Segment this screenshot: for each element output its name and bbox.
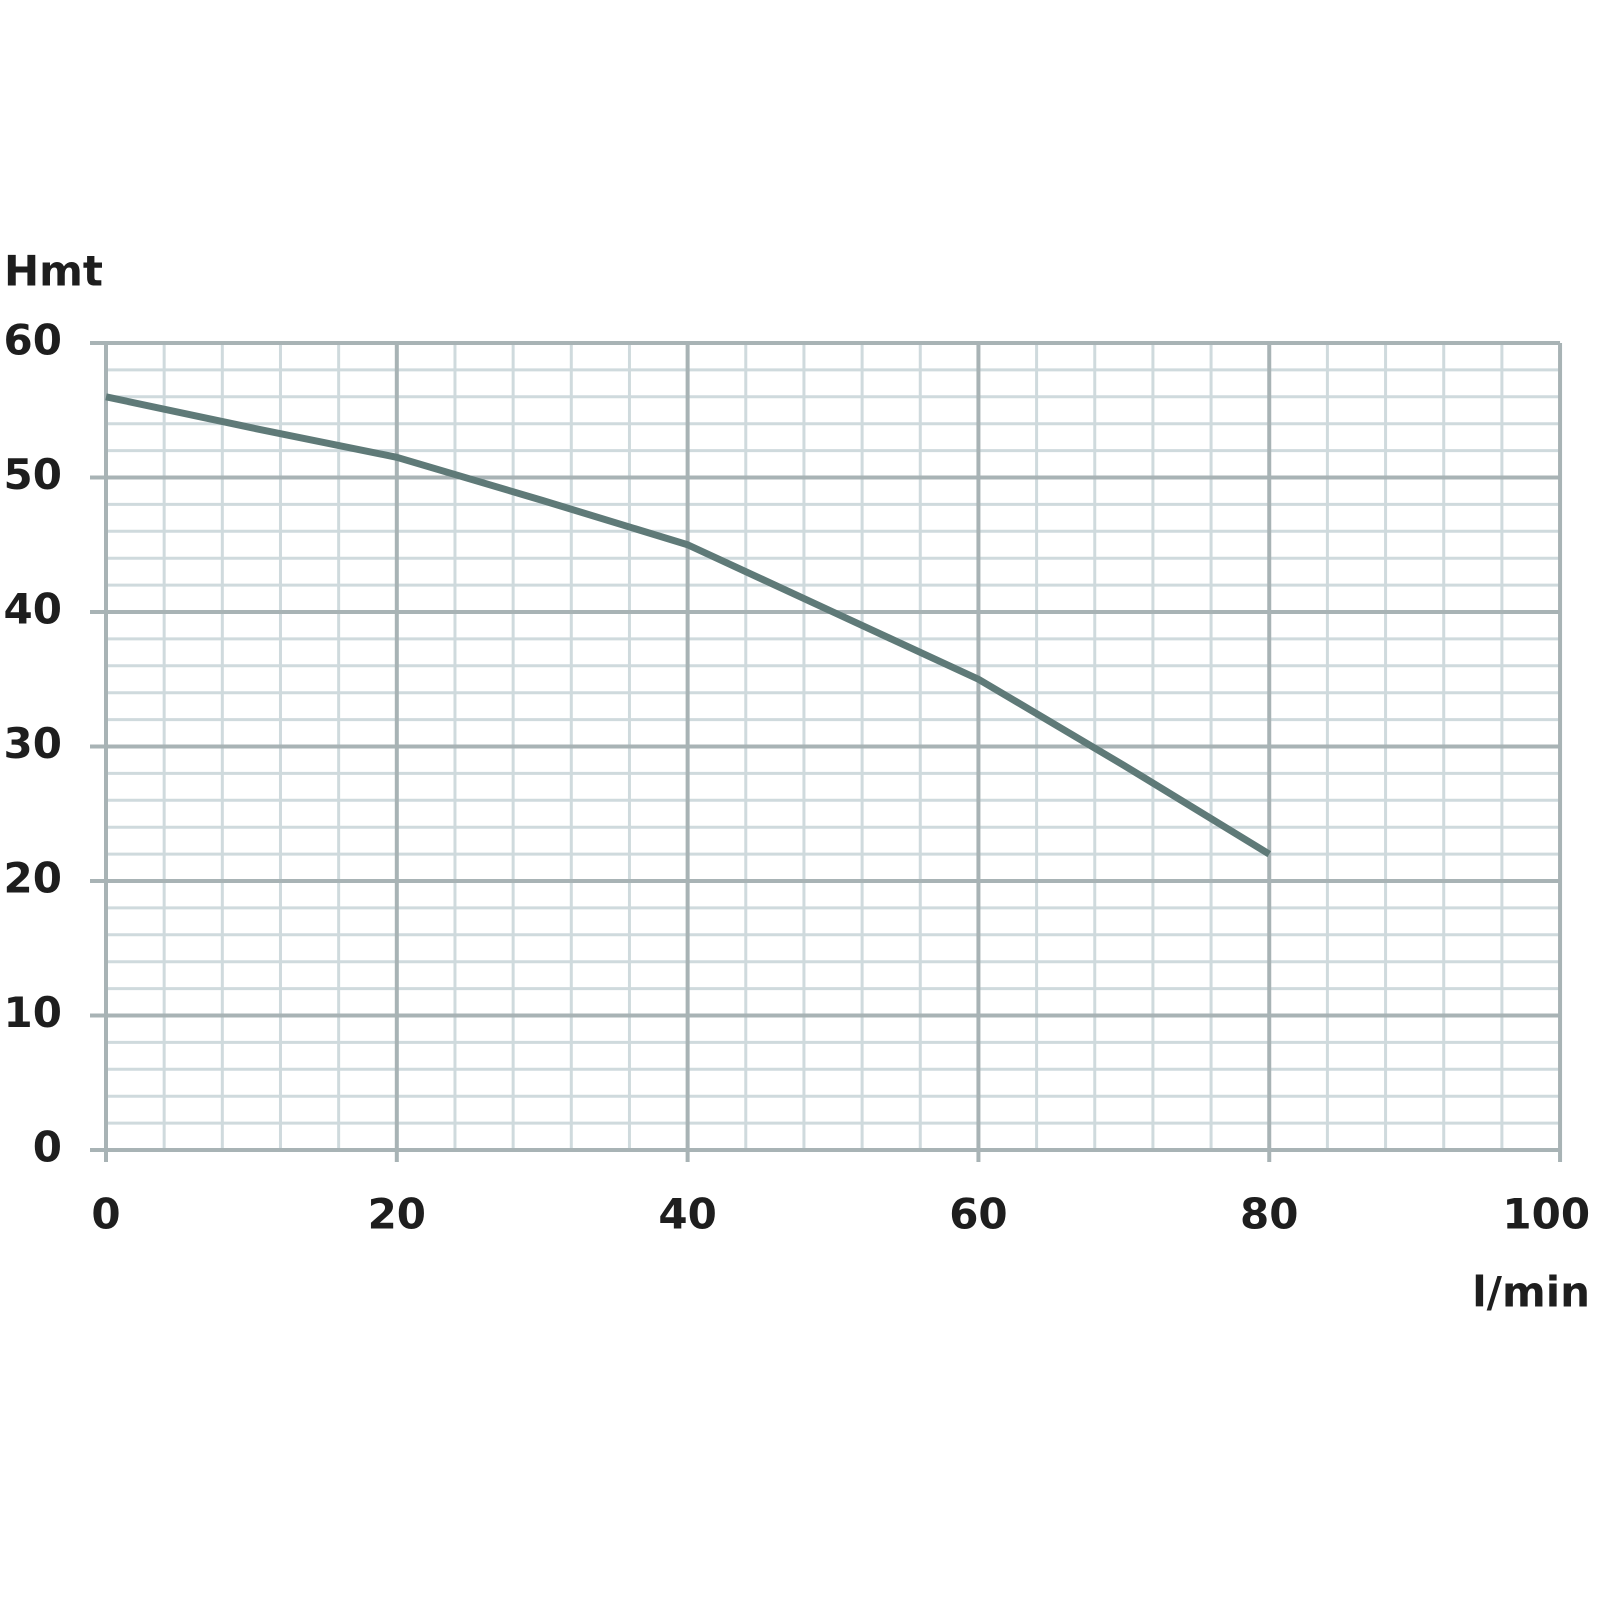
x-tick-label: 0 bbox=[91, 1190, 120, 1239]
data-line bbox=[105, 393, 1272, 858]
y-tick-label: 60 bbox=[4, 316, 62, 365]
y-tick-label: 40 bbox=[4, 585, 62, 634]
x-axis-label: l/min bbox=[1472, 1268, 1590, 1317]
x-tick-label: 20 bbox=[368, 1190, 426, 1239]
x-tick-label: 80 bbox=[1240, 1190, 1298, 1239]
x-tick-label: 40 bbox=[658, 1190, 716, 1239]
y-axis-label: Hmt bbox=[4, 247, 103, 296]
y-tick-label: 30 bbox=[4, 719, 62, 768]
y-tick-label: 0 bbox=[33, 1123, 62, 1172]
y-tick-label: 20 bbox=[4, 854, 62, 903]
y-tick-label: 50 bbox=[4, 450, 62, 499]
x-tick-label: 100 bbox=[1502, 1190, 1590, 1239]
x-tick-label: 60 bbox=[949, 1190, 1007, 1239]
y-tick-label: 10 bbox=[4, 988, 62, 1037]
